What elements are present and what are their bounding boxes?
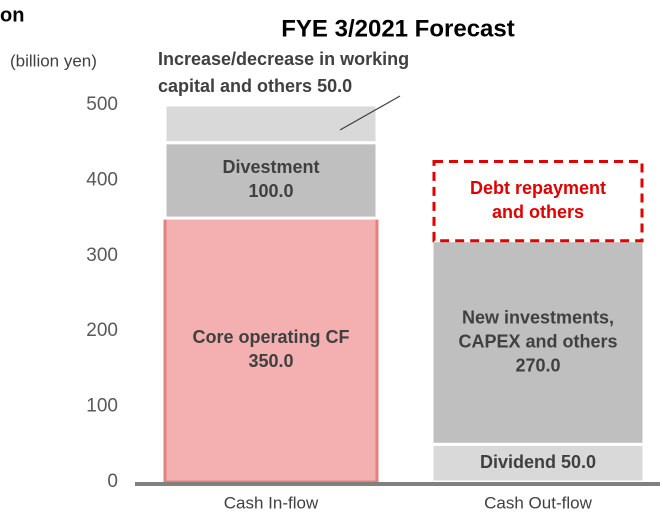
y-tick-label: 500 xyxy=(86,94,118,115)
value-label: 100.0 xyxy=(248,181,293,201)
label-line: capital and others xyxy=(158,76,312,96)
corner-text: on xyxy=(0,4,24,26)
value-label: 270.0 xyxy=(515,355,560,375)
segment-label: Divestment xyxy=(222,157,319,177)
segment-label: and others xyxy=(492,202,584,222)
y-tick-label: 200 xyxy=(86,320,118,341)
bar-segment xyxy=(163,103,379,145)
value-label: 50.0 xyxy=(317,76,352,96)
leader-line xyxy=(339,95,401,131)
callout-label: capital and others 50.0 xyxy=(158,76,352,96)
y-axis-label: (billion yen) xyxy=(10,51,97,70)
segment-label: New investments, xyxy=(462,307,614,327)
dashed-segment xyxy=(432,160,644,243)
segment-label: Core operating CF xyxy=(192,327,349,347)
y-tick-label: 400 xyxy=(86,169,118,190)
bar-segment xyxy=(163,141,379,220)
x-tick-label: Cash Out-flow xyxy=(484,493,592,512)
segment-label: Debt repayment xyxy=(470,178,606,198)
callout-label: Increase/decrease in working xyxy=(158,49,409,69)
value-label: 50.0 xyxy=(561,452,596,472)
x-tick-label: Cash In-flow xyxy=(224,493,319,512)
label-line: Increase/decrease in working xyxy=(158,49,409,69)
bar-segment xyxy=(430,239,646,446)
segment-label: Dividend 50.0 xyxy=(480,452,596,472)
segment-label: CAPEX and others xyxy=(458,331,617,351)
y-tick-label: 0 xyxy=(107,471,118,492)
y-tick-label: 100 xyxy=(86,396,118,417)
value-label: 350.0 xyxy=(248,351,293,371)
bar-segment xyxy=(163,216,379,484)
chart-title: FYE 3/2021 Forecast xyxy=(281,15,514,42)
label-line: Dividend xyxy=(480,452,556,472)
y-tick-label: 300 xyxy=(86,245,118,266)
